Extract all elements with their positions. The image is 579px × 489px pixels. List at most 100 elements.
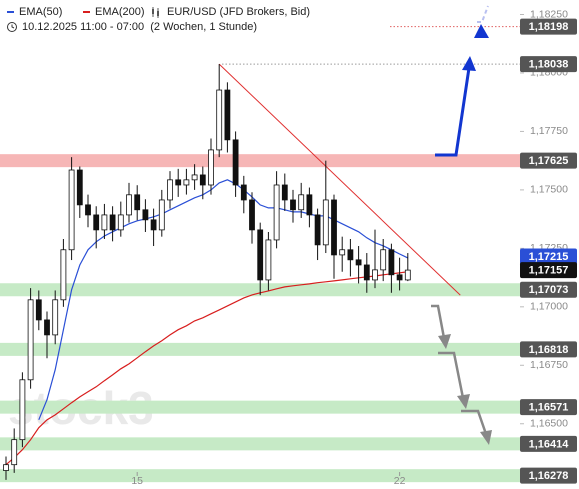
candle-body [273,184,280,241]
level-label: 1,17215 [529,251,569,263]
instrument: EUR/USD (JFD Brokers, Bid) [167,6,310,18]
arrow-down [461,409,488,435]
subtitle: 10.12.2025 11:00 - 07:00 (2 Wochen, 1 St… [22,21,257,33]
axis-layer: 15 221,165001,167501,170001,172501,175001… [131,8,577,487]
arrows [431,5,492,445]
candle-body [314,214,321,246]
x-tick-label: 22 [394,475,406,487]
background-layer: stock3 [0,26,521,483]
candle-body [109,214,116,231]
y-tick-label: 1,17000 [530,301,568,313]
level-label: 1,16278 [529,470,569,482]
candle-body [76,169,83,206]
candle-body [396,274,403,281]
arrow-head [480,430,492,445]
candle-body [60,249,67,301]
y-tick-label: 1,18250 [530,8,568,20]
candle-body [208,149,214,186]
x-tick-label: 15 [131,475,143,487]
candle-body [249,199,255,231]
level-box [520,262,577,279]
candle-body [167,179,173,201]
y-tick-label: 1,17500 [530,184,568,196]
y-tick-label: 1,16750 [530,359,568,371]
candle-body [150,219,157,231]
candle-body [281,184,288,201]
level-label: 1,18198 [529,21,569,33]
level-box [520,435,577,452]
candle-body [175,179,182,186]
candle-body [11,439,18,466]
candle-body [134,194,141,211]
arrow-down [438,351,465,399]
y-tick-label: 1,16500 [530,418,568,430]
candle-body [44,319,50,336]
level-box [520,18,577,35]
candle-body [183,179,190,186]
candle-body [347,249,354,261]
candle-body [339,249,346,256]
arrow-down [431,304,446,339]
candle-body [331,199,337,256]
arrow-head [474,24,489,38]
arrow-up [435,67,471,157]
level-box [520,248,577,265]
candle-body [322,199,329,246]
arrow-head [457,394,470,409]
candle-body [3,464,9,471]
y-tick-label: 1,17750 [530,125,568,137]
level-band [0,469,521,483]
level-box [520,281,577,298]
arrow-head [462,56,476,71]
level-box [520,152,577,169]
candle-body [363,264,370,281]
candle-body [265,239,272,281]
candle-body [224,89,231,141]
candle-body [257,229,264,281]
level-label: 1,16818 [529,344,569,356]
candle-body [232,139,239,186]
arrow-faint [477,5,489,23]
level-box [520,399,577,416]
candle-body [19,379,26,441]
candle-body [142,209,149,221]
level-label: 1,17625 [529,155,569,167]
candle-body [68,169,75,251]
candle-body [93,214,100,231]
candle-body [52,299,59,336]
level-label: 1,16414 [529,438,570,450]
legend-label: EMA(50) [19,6,62,18]
clock-icon [7,22,17,32]
level-box [520,341,577,358]
level-band [0,437,521,451]
clock-hands [11,24,15,29]
candle-body [240,184,247,201]
candle-body [298,194,305,211]
candle-body [85,204,91,216]
level-box [520,467,577,484]
candle-body [216,89,223,151]
candle-body [101,214,108,231]
candle-body [355,259,362,266]
candle-body [388,249,395,276]
candle-body [191,174,198,181]
ema-line [38,179,409,421]
candle-body [404,269,411,281]
plot-layer [3,63,461,480]
candle-body [290,199,296,211]
level-label: 1,17157 [529,265,569,277]
legend-label: EMA(200) [95,6,145,18]
level-band [0,400,521,414]
level-label: 1,16571 [529,402,569,414]
candle-body [306,194,313,216]
arrow-head [438,334,451,349]
trendline [218,63,461,296]
candle-body [27,299,34,381]
header: EMA(50) EMA(200) EUR/USD (JFD Brokers, B… [7,6,310,33]
candle-body [117,214,124,231]
instrument-icon [152,7,159,18]
candle-body [372,269,378,281]
level-label: 1,17073 [529,284,569,296]
